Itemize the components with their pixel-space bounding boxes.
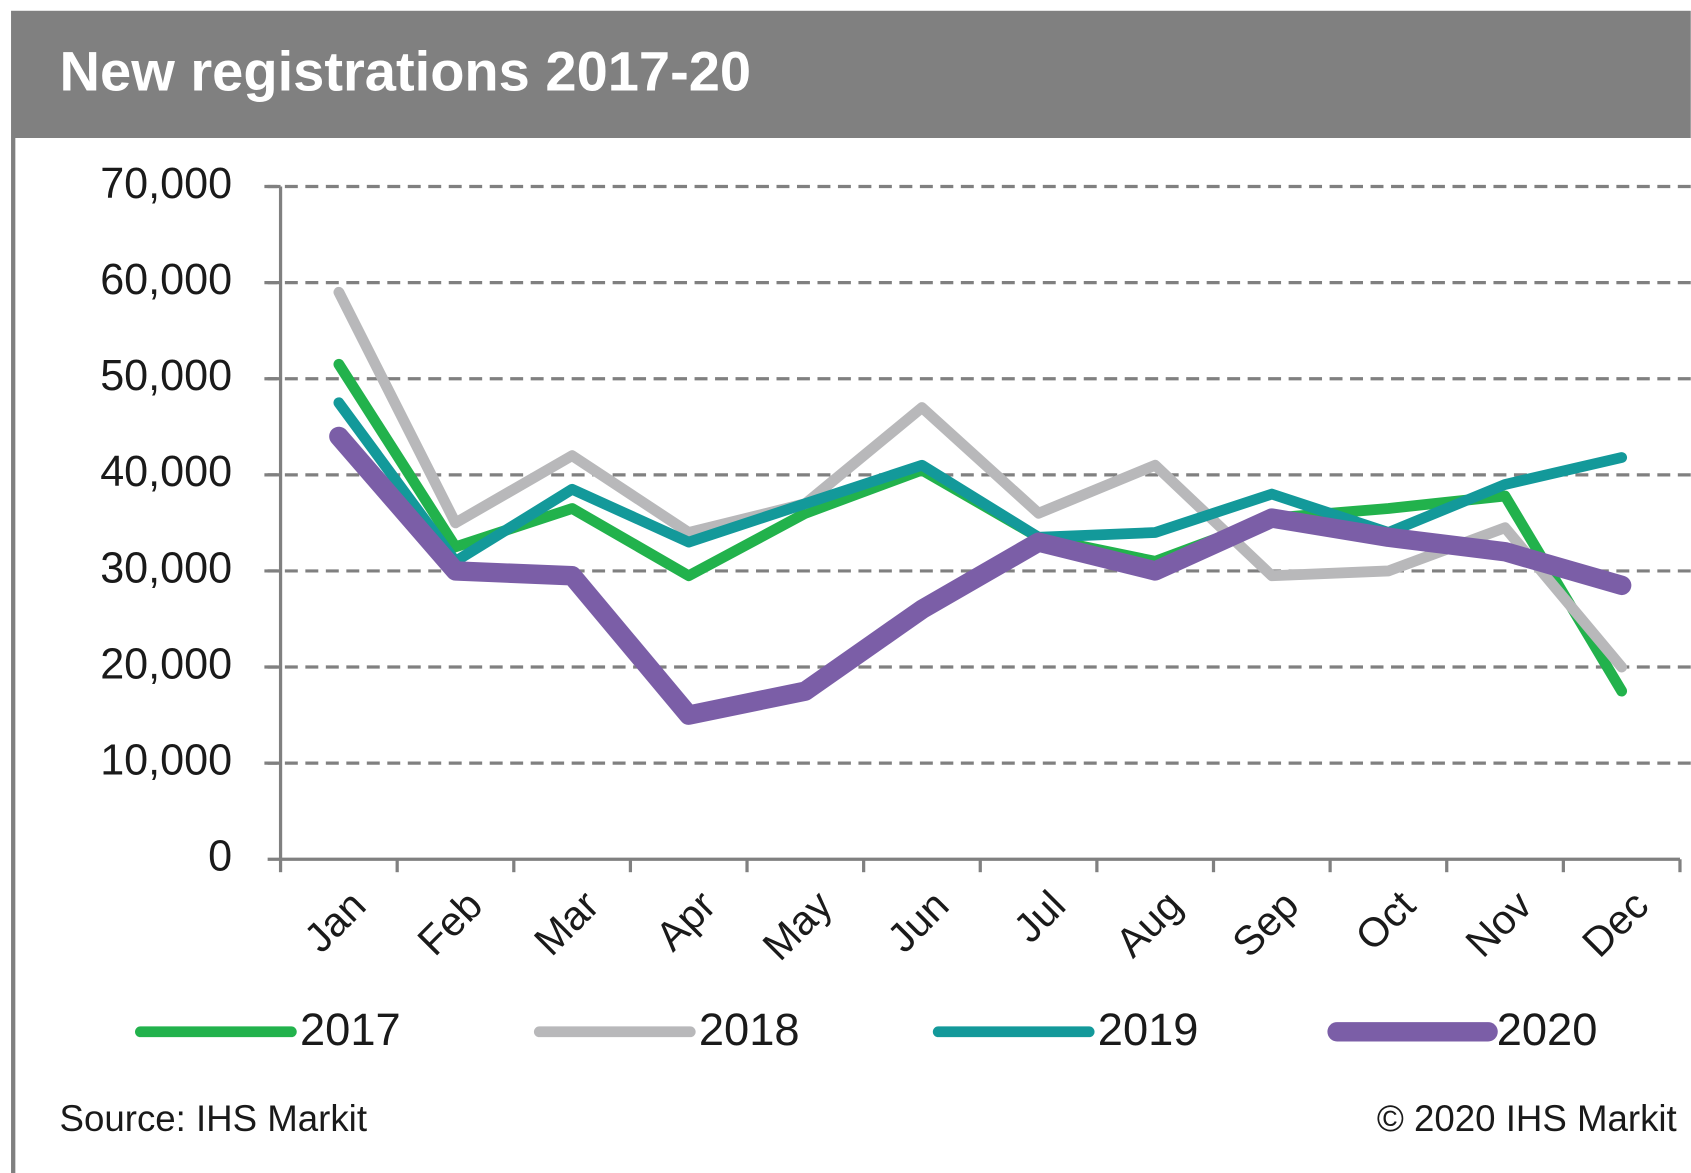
- x-tick-label: Sep: [1223, 882, 1307, 966]
- x-tick-label: Aug: [1107, 882, 1191, 966]
- x-tick-label: Mar: [525, 882, 607, 964]
- legend-label: 2019: [1098, 1004, 1199, 1055]
- x-tick-label: May: [754, 881, 842, 969]
- y-tick-label: 60,000: [100, 256, 232, 304]
- y-tick-label: 30,000: [100, 544, 232, 592]
- y-tick-label: 50,000: [100, 352, 232, 400]
- y-tick-label: 0: [208, 833, 232, 881]
- legend-label: 2017: [300, 1004, 401, 1055]
- copyright-note: © 2020 IHS Markit: [1377, 1098, 1677, 1139]
- source-note: Source: IHS Markit: [60, 1098, 367, 1139]
- x-tick-label: Nov: [1457, 881, 1541, 965]
- chart-title: New registrations 2017-20: [60, 39, 752, 102]
- y-tick-label: 70,000: [100, 160, 232, 208]
- y-tick-label: 20,000: [100, 640, 232, 688]
- x-tick-label: Apr: [647, 882, 725, 960]
- legend-label: 2020: [1497, 1004, 1598, 1055]
- header-bar: [11, 10, 1691, 138]
- series-line: [333, 358, 1628, 697]
- y-tick-label: 10,000: [100, 737, 232, 785]
- legend-label: 2018: [699, 1004, 800, 1055]
- series-line: [333, 397, 1628, 567]
- x-tick-label: Jul: [1005, 882, 1075, 952]
- x-tick-label: Feb: [409, 882, 491, 964]
- series-line: [333, 286, 1628, 673]
- x-tick-label: Dec: [1573, 882, 1657, 966]
- y-tick-label: 40,000: [100, 448, 232, 496]
- series-line: [329, 426, 1632, 725]
- x-tick-label: Jan: [295, 882, 374, 961]
- x-tick-label: Oct: [1346, 881, 1424, 959]
- x-tick-label: Jun: [878, 882, 957, 961]
